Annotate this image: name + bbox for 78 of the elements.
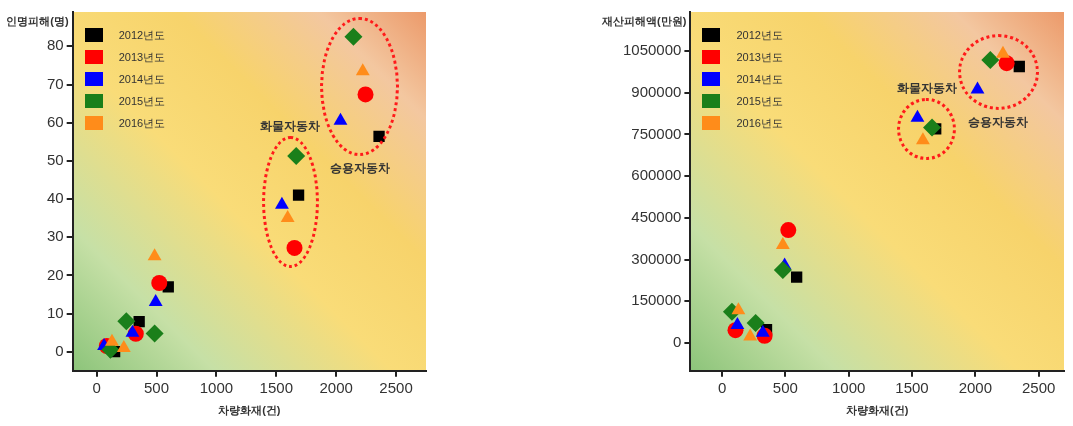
point bbox=[133, 315, 145, 328]
y-tick-label: 70 bbox=[47, 74, 64, 92]
point bbox=[915, 132, 930, 145]
legend-label: 2012년도 bbox=[118, 27, 166, 43]
point bbox=[791, 271, 803, 283]
legend-label: 2016년도 bbox=[736, 115, 783, 131]
point bbox=[746, 313, 765, 332]
point bbox=[147, 248, 162, 261]
y-axis-title: 인명피해(명) bbox=[6, 14, 69, 29]
legend-label: 2015년도 bbox=[118, 93, 166, 109]
point bbox=[981, 51, 1000, 70]
y-tick-label: 150000 bbox=[631, 291, 682, 309]
point bbox=[105, 333, 119, 346]
x-tick-label: 0 bbox=[92, 378, 101, 396]
y-tick-label: 60 bbox=[47, 112, 64, 130]
x-tick-label: 1000 bbox=[832, 378, 866, 396]
point bbox=[773, 261, 792, 280]
point bbox=[116, 339, 131, 352]
point bbox=[344, 27, 363, 46]
x-tick-label: 1500 bbox=[895, 378, 929, 396]
legend-label: 2015년도 bbox=[736, 93, 783, 109]
y-tick-label: 0 bbox=[55, 341, 64, 359]
point bbox=[357, 86, 374, 103]
y-tick-label: 80 bbox=[47, 36, 64, 54]
x-tick-label: 1000 bbox=[199, 378, 234, 396]
annotation: 승용자동차 bbox=[328, 160, 391, 178]
x-tick-label: 2500 bbox=[379, 378, 413, 396]
point bbox=[145, 324, 164, 343]
point bbox=[780, 222, 797, 239]
annotation: 화물자동차 bbox=[895, 79, 958, 97]
point bbox=[148, 294, 163, 307]
point bbox=[333, 112, 348, 125]
y-tick-label: 600000 bbox=[631, 166, 682, 184]
point bbox=[286, 239, 303, 256]
x-tick-label: 1500 bbox=[259, 378, 293, 396]
point bbox=[274, 196, 289, 209]
point bbox=[151, 275, 168, 292]
point bbox=[743, 328, 758, 341]
point bbox=[373, 130, 385, 143]
y-tick-label: 30 bbox=[47, 227, 64, 245]
y-axis-title: 재산피해액(만원) bbox=[602, 14, 687, 29]
x-axis-title: 차량화재(건) bbox=[218, 404, 281, 417]
x-axis-title: 차량화재(건) bbox=[846, 404, 909, 417]
point bbox=[775, 237, 790, 250]
point bbox=[755, 324, 770, 337]
point bbox=[730, 316, 745, 329]
annotation: 승용자동차 bbox=[967, 113, 1030, 131]
x-tick-label: 0 bbox=[717, 378, 727, 396]
legend-label: 2016년도 bbox=[118, 115, 166, 131]
x-tick-label: 2000 bbox=[319, 378, 353, 396]
point bbox=[287, 146, 306, 165]
y-tick-label: 50 bbox=[47, 151, 64, 168]
legend-label: 2014년도 bbox=[118, 71, 166, 87]
point bbox=[1013, 60, 1025, 73]
y-tick-label: 40 bbox=[47, 189, 64, 207]
y-tick-label: 300000 bbox=[631, 249, 682, 267]
y-tick-label: 0 bbox=[673, 333, 682, 351]
legend-label: 2013년도 bbox=[118, 49, 166, 65]
x-tick-label: 2500 bbox=[1021, 378, 1056, 396]
y-tick-label: 750000 bbox=[631, 124, 682, 142]
point bbox=[731, 302, 746, 315]
y-tick-label: 10 bbox=[47, 303, 64, 321]
point bbox=[125, 324, 140, 337]
x-tick-label: 2000 bbox=[958, 378, 993, 396]
y-tick-label: 20 bbox=[47, 265, 64, 283]
x-tick-label: 500 bbox=[144, 378, 170, 396]
y-tick-label: 1050000 bbox=[622, 41, 682, 59]
x-tick-label: 500 bbox=[772, 378, 798, 396]
annotation: 화물자동차 bbox=[259, 117, 322, 135]
point bbox=[355, 63, 370, 76]
point bbox=[280, 210, 295, 223]
point bbox=[292, 189, 305, 201]
legend-label: 2013년도 bbox=[736, 49, 783, 65]
y-tick-label: 900000 bbox=[631, 82, 682, 100]
legend-label: 2012년도 bbox=[736, 27, 783, 43]
legend-label: 2014년도 bbox=[736, 71, 783, 87]
point bbox=[117, 312, 136, 331]
y-tick-label: 450000 bbox=[631, 207, 682, 225]
